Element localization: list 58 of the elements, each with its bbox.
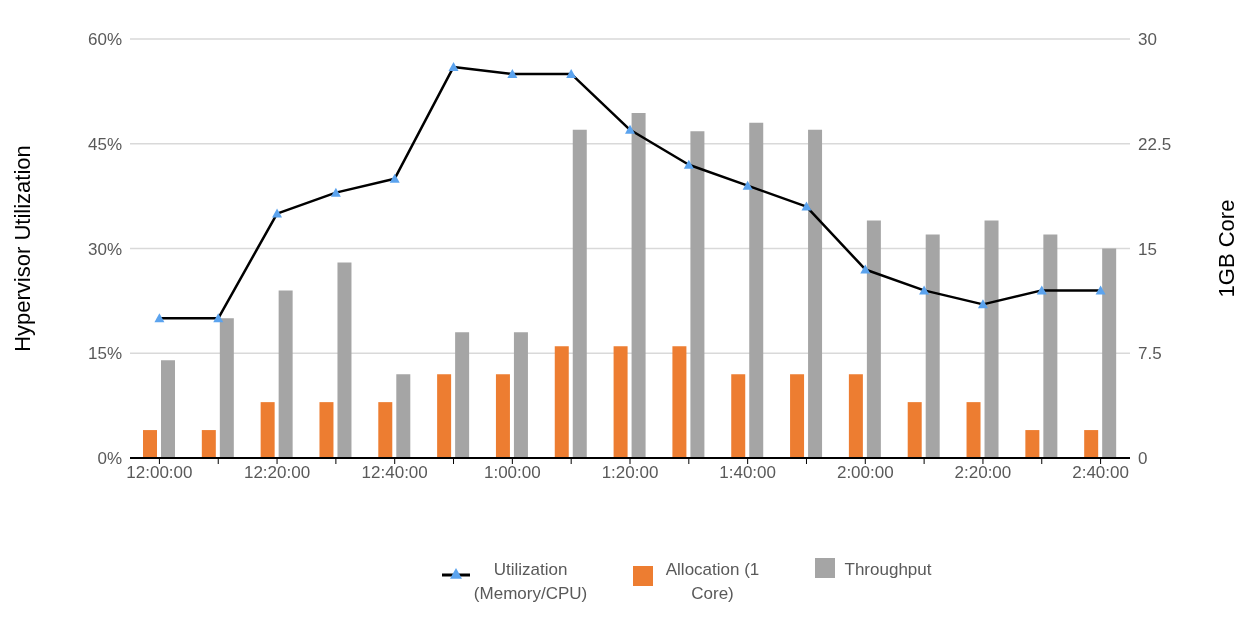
- x-tick-label: 1:40:00: [719, 463, 777, 483]
- x-tick-label: 1:20:00: [601, 463, 659, 483]
- y2-tick-label: 15: [1138, 239, 1157, 259]
- y-tick-label: 45%: [87, 134, 122, 154]
- bar: [572, 129, 587, 458]
- y2-tick-label: 30: [1138, 30, 1157, 50]
- bar: [690, 131, 705, 458]
- x-tick-label: 2:00:00: [836, 463, 894, 483]
- x-tick-label: 12:40:00: [361, 463, 428, 483]
- bar: [749, 122, 764, 458]
- bar: [731, 374, 746, 458]
- bar: [848, 374, 863, 458]
- bar: [495, 374, 510, 458]
- bar: [455, 332, 470, 458]
- y2-tick-label: 22.5: [1138, 134, 1172, 154]
- bar: [1084, 430, 1099, 458]
- y-axis-title: Hypervisor Utilization: [9, 145, 35, 352]
- y2-axis-title: 1GB Core: [1213, 199, 1239, 298]
- bar: [925, 234, 940, 458]
- bar: [201, 430, 216, 458]
- y2-tick-label: 7.5: [1138, 344, 1162, 364]
- legend-label: Allocation (1 Core): [664, 559, 761, 605]
- bar: [1025, 430, 1040, 458]
- bar: [1043, 234, 1058, 458]
- bar: [337, 262, 352, 458]
- bar: [966, 402, 981, 458]
- bar: [161, 360, 175, 458]
- y2-tick-label: 0: [1138, 449, 1148, 469]
- bar: [1102, 248, 1117, 458]
- bar: [554, 346, 569, 458]
- bar: [808, 129, 823, 458]
- x-tick-label: 2:40:00: [1072, 463, 1129, 483]
- y-tick-label: 15%: [87, 344, 122, 364]
- bar: [907, 402, 922, 458]
- bar: [790, 374, 805, 458]
- x-tick-label: 2:20:00: [954, 463, 1012, 483]
- bar: [613, 346, 628, 458]
- bar: [866, 220, 881, 458]
- x-tick-label: 1:00:00: [483, 463, 541, 483]
- bar: [278, 290, 293, 458]
- bar: [260, 402, 275, 458]
- bar: [143, 430, 157, 458]
- bar: [513, 332, 528, 458]
- bar: [219, 318, 234, 458]
- y-tick-label: 60%: [87, 30, 122, 50]
- legend-label: Utilization (Memory/CPU): [473, 559, 588, 605]
- y-tick-label: 30%: [87, 239, 122, 259]
- bar: [631, 113, 646, 458]
- bar: [984, 220, 999, 458]
- bar: [319, 402, 334, 458]
- bar: [672, 346, 687, 458]
- bar: [437, 374, 452, 458]
- y-tick-label: 0%: [97, 449, 122, 469]
- bar: [378, 402, 393, 458]
- x-tick-label: 12:00:00: [126, 463, 193, 483]
- x-tick-label: 12:20:00: [243, 463, 311, 483]
- legend-label: Throughput: [844, 559, 932, 581]
- bar: [396, 374, 411, 458]
